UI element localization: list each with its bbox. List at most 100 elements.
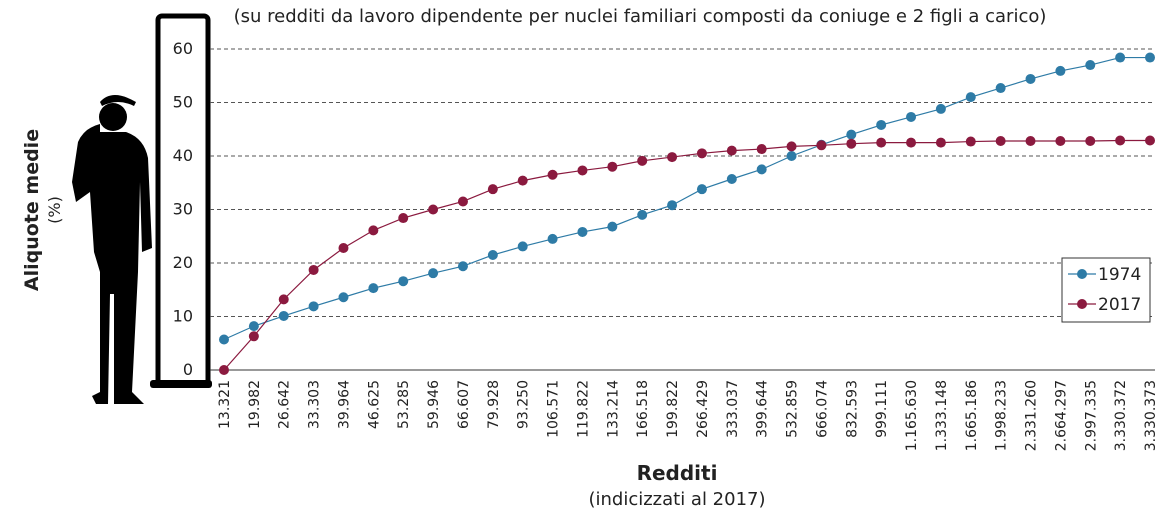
y-tick-label: 10	[173, 307, 193, 326]
data-point	[756, 164, 767, 175]
data-point	[517, 241, 528, 252]
x-tick-label: 166.518	[635, 380, 651, 438]
legend-label: 1974	[1098, 265, 1141, 285]
data-point	[876, 137, 887, 148]
data-point	[278, 310, 289, 321]
y-tick-label: 50	[173, 93, 193, 112]
data-point	[876, 119, 887, 130]
data-point	[547, 169, 558, 180]
data-point	[1085, 60, 1096, 71]
data-point	[457, 196, 468, 207]
x-tick-label: 832.593	[844, 380, 860, 438]
x-tick-label: 1.165.630	[904, 380, 920, 451]
y-tick-label: 60	[173, 39, 193, 58]
x-tick-label: 133.214	[605, 380, 621, 438]
x-axis-note: (indicizzati al 2017)	[588, 489, 765, 510]
y-tick-label: 40	[173, 146, 193, 165]
data-point	[667, 200, 678, 211]
x-tick-label: 53.285	[396, 380, 412, 429]
data-point	[517, 175, 528, 186]
x-axis-label: Redditi	[637, 461, 718, 485]
data-point	[637, 155, 648, 166]
x-tick-label: 399.644	[755, 380, 771, 438]
x-tick-label: 79.928	[486, 380, 502, 429]
x-tick-label: 1.333.148	[934, 380, 950, 451]
data-point	[607, 221, 618, 232]
data-point	[219, 334, 229, 345]
x-tick-label: 199.822	[665, 380, 681, 438]
series-line	[223, 139, 1150, 371]
x-tick-label: 19.982	[247, 380, 263, 429]
data-point	[935, 103, 946, 114]
data-point	[219, 365, 229, 375]
data-point	[906, 137, 917, 148]
x-tick-label: 1.665.186	[964, 380, 980, 451]
legend-box	[1061, 257, 1151, 323]
data-point	[278, 294, 289, 305]
x-tick-label: 266.429	[695, 380, 711, 438]
ruler-base	[150, 380, 212, 388]
y-tick-label: 30	[173, 200, 193, 219]
data-point	[995, 83, 1006, 94]
data-point	[965, 136, 976, 147]
data-point	[965, 92, 976, 103]
data-point	[637, 209, 648, 220]
data-point	[487, 184, 498, 195]
x-tick-label: 106.571	[546, 380, 562, 438]
data-point	[726, 145, 737, 156]
data-point	[906, 111, 917, 122]
data-point	[487, 249, 498, 260]
data-point	[786, 151, 797, 161]
data-point	[428, 204, 439, 215]
x-tick-label: 119.822	[575, 380, 591, 438]
data-point	[1055, 136, 1066, 147]
data-point	[368, 283, 379, 294]
y-tick-label: 20	[173, 253, 193, 272]
data-point	[338, 292, 349, 303]
legend-marker	[1077, 269, 1087, 279]
data-point	[696, 184, 707, 195]
data-point	[338, 243, 349, 254]
data-point	[667, 152, 678, 163]
legend-label: 2017	[1098, 295, 1141, 315]
data-point	[1145, 52, 1155, 63]
x-tick-label: 333.037	[725, 380, 741, 438]
x-tick-label: 26.642	[277, 380, 293, 429]
data-point	[1085, 136, 1096, 147]
data-point	[1115, 52, 1126, 63]
data-point	[726, 174, 737, 185]
legend-marker	[1077, 299, 1087, 309]
chart-subtitle: (su redditi da lavoro dipendente per nuc…	[234, 6, 1047, 27]
data-point	[607, 161, 618, 172]
x-tick-label: 2.664.297	[1053, 380, 1069, 451]
data-point	[308, 264, 319, 275]
x-tick-label: 59.946	[426, 380, 442, 429]
y-tick-label: 0	[183, 360, 193, 379]
x-tick-label: 2.997.335	[1083, 380, 1099, 451]
data-point	[1145, 135, 1155, 146]
data-point	[547, 233, 558, 244]
data-point	[308, 301, 319, 312]
x-tick-label: 666.074	[814, 380, 830, 438]
data-point	[995, 136, 1006, 147]
data-point	[816, 140, 827, 151]
data-point	[577, 165, 588, 176]
x-tick-label: 3.330.373	[1143, 380, 1155, 451]
series-line	[223, 56, 1150, 341]
data-point	[1055, 65, 1066, 76]
x-tick-label: 2.331.260	[1024, 380, 1040, 451]
data-point	[428, 268, 439, 279]
x-tick-label: 13.321	[217, 380, 233, 429]
data-point	[1115, 135, 1126, 146]
data-point	[248, 321, 259, 332]
x-tick-label: 1.998.233	[994, 380, 1010, 451]
data-point	[756, 144, 767, 155]
data-point	[846, 138, 857, 149]
silhouette	[72, 95, 152, 404]
data-point	[1025, 73, 1036, 84]
data-point	[786, 141, 797, 152]
x-tick-label: 999.111	[874, 380, 890, 438]
data-point	[368, 225, 379, 236]
x-tick-label: 532.859	[785, 380, 801, 438]
